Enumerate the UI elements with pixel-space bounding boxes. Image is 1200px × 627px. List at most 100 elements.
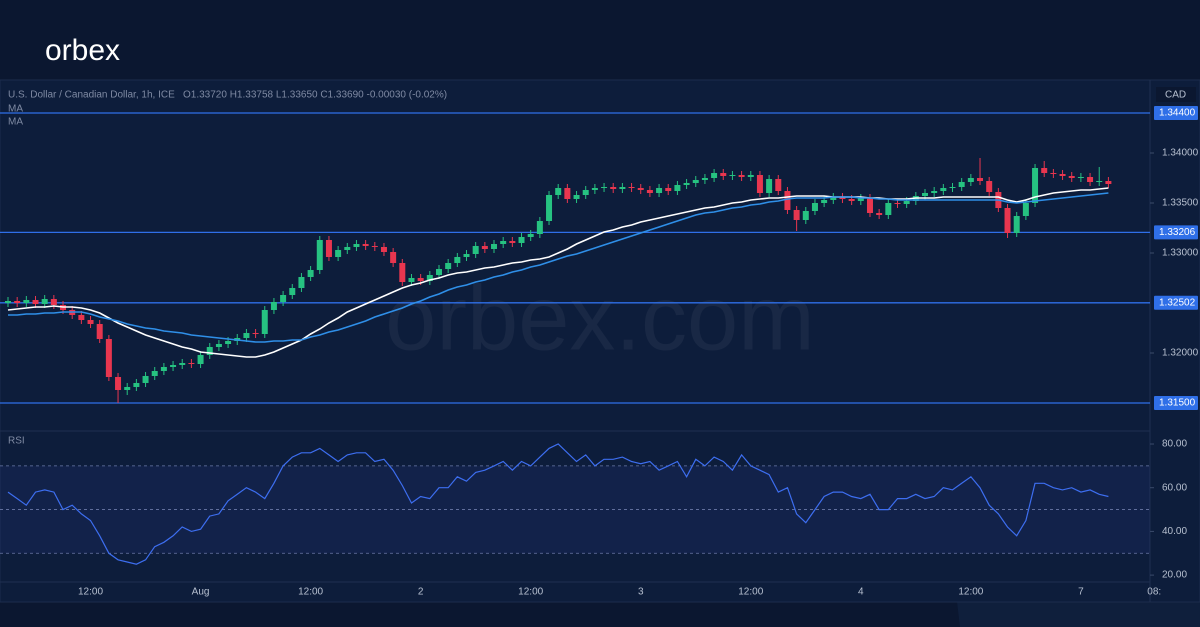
x-tick-label: 12:00 [78, 587, 103, 598]
level-label: 1.33206 [1159, 227, 1196, 238]
candle-body [142, 376, 149, 383]
candle-body [426, 275, 433, 281]
x-tick-label: 08: [1147, 587, 1161, 598]
candle-body [949, 187, 956, 188]
ma-legend: MA [8, 117, 23, 128]
candle-body [546, 195, 553, 221]
candle-body [692, 180, 699, 183]
candle-body [738, 175, 745, 177]
candle-body [261, 310, 268, 334]
candle-body [206, 347, 213, 355]
candle-body [601, 187, 608, 188]
candle-body [766, 179, 773, 193]
candle-body [353, 244, 360, 247]
candle-body [316, 240, 323, 270]
x-tick-label: 3 [638, 587, 644, 598]
candle-body [674, 185, 681, 191]
candle-body [1105, 181, 1112, 184]
candle-body [151, 371, 158, 376]
candle-body [87, 320, 94, 324]
candle-body [1087, 177, 1094, 182]
candle-body [435, 269, 442, 275]
y-tick-label: 1.33500 [1162, 198, 1199, 209]
candle-body [5, 301, 11, 303]
candle-body [848, 199, 855, 201]
candle-body [270, 302, 277, 310]
candle-body [564, 188, 571, 199]
candle-body [1041, 168, 1048, 173]
candle-body [573, 195, 580, 199]
brand-logo: orbex [45, 34, 120, 67]
candle-body [115, 377, 122, 390]
symbol-title: U.S. Dollar / Canadian Dollar, 1h, ICE [8, 90, 175, 101]
candle-body [335, 250, 342, 257]
candle-body [417, 278, 424, 281]
x-tick-label: Aug [192, 587, 210, 598]
candle-body [280, 295, 287, 302]
candle-body [160, 367, 167, 371]
candle-body [518, 237, 525, 243]
candle-body [536, 221, 543, 234]
candle-body [491, 244, 498, 249]
level-label: 1.31500 [1159, 398, 1196, 409]
candle-body [958, 182, 965, 187]
level-label-box [1154, 225, 1198, 240]
candle-body [830, 197, 837, 200]
candle-body [1077, 177, 1084, 178]
candle-body [903, 201, 910, 204]
candle-body [179, 363, 186, 365]
y-tick-label: 1.32000 [1162, 348, 1199, 359]
candle-body [390, 252, 397, 263]
y-tick-label: 40.00 [1162, 526, 1187, 537]
candle-body [1059, 174, 1066, 176]
candle-body [32, 300, 39, 304]
candle-body [610, 187, 617, 189]
candle-body [307, 270, 314, 277]
level-label-box [1154, 295, 1198, 310]
candle-body [747, 175, 754, 177]
x-tick-label: 7 [1078, 587, 1084, 598]
candle-body [637, 188, 644, 190]
ma-line [8, 192, 1109, 343]
candle-body [977, 178, 984, 181]
ma-legend: MA [8, 104, 23, 115]
candle-body [866, 198, 873, 213]
candle-body [96, 324, 103, 339]
candle-body [481, 246, 488, 249]
candle-body [802, 211, 809, 220]
candle-body [188, 363, 195, 364]
candle-body [711, 173, 718, 178]
candle-body [646, 190, 653, 193]
candle-body [41, 299, 48, 304]
candle-body [885, 203, 892, 215]
candle-body [105, 339, 112, 377]
currency-label: CAD [1165, 90, 1186, 101]
rsi-title: RSI [8, 436, 25, 447]
candle-body [665, 188, 672, 191]
candle-body [720, 173, 727, 176]
x-tick-label: 12:00 [518, 587, 543, 598]
candle-body [582, 190, 589, 195]
level-label-box [1154, 396, 1198, 410]
candle-body [50, 299, 57, 305]
candle-body [252, 333, 259, 334]
y-tick-label: 1.34000 [1162, 148, 1199, 159]
x-tick-label: 4 [858, 587, 864, 598]
candle-body [756, 175, 763, 193]
currency-box [1156, 87, 1196, 102]
candle-body [1022, 203, 1029, 216]
candle-body [215, 344, 222, 347]
y-tick-label: 1.33000 [1162, 248, 1199, 259]
candle-body [619, 187, 626, 189]
candle-body [839, 197, 846, 199]
candle-body [1013, 216, 1020, 233]
candle-body [931, 191, 938, 193]
candle-body [811, 203, 818, 211]
candle-body [1068, 176, 1075, 178]
candle-body [857, 198, 864, 201]
candle-body [454, 257, 461, 263]
candle-body [14, 301, 21, 303]
candle-body [986, 181, 993, 192]
candle-body [656, 188, 663, 193]
